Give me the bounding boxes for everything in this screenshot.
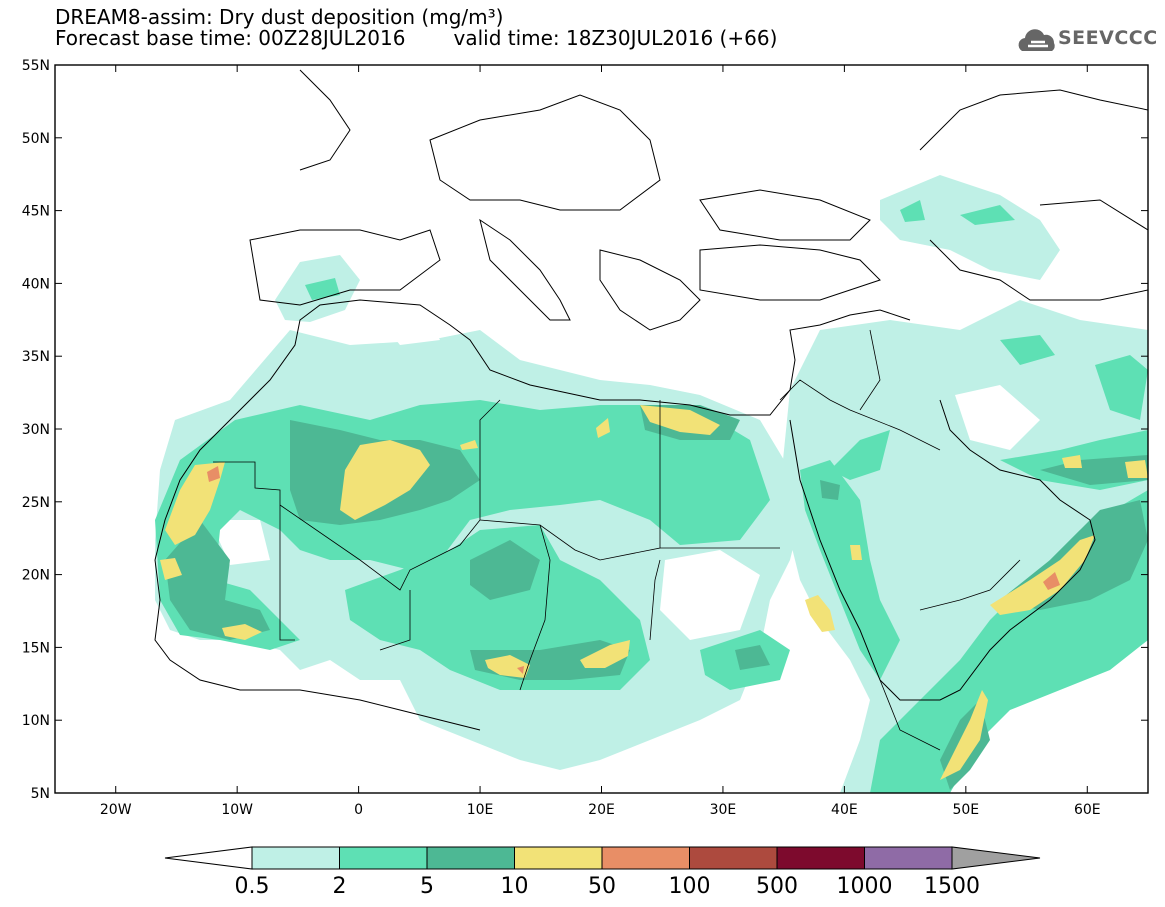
colorbar-label: 10 — [501, 874, 529, 899]
colorbar-box — [514, 846, 603, 870]
map-title: DREAM8-assim: Dry dust deposition (mg/m³… — [55, 5, 504, 29]
colorbar-box — [601, 846, 690, 870]
level-50-100 — [207, 466, 1060, 674]
colorbar-label: 500 — [756, 874, 798, 899]
dust-deposition-field — [155, 175, 1148, 793]
lat-label: 40N — [22, 276, 50, 292]
base-time: Forecast base time: 00Z28JUL2016 — [55, 26, 406, 50]
valid-time: valid time: 18Z30JUL2016 (+66) — [453, 26, 778, 50]
colorbar-box — [426, 846, 515, 870]
forecast-time-line: Forecast base time: 00Z28JUL2016 valid ti… — [55, 27, 777, 49]
colorbar-under-triangle — [164, 846, 253, 870]
coastlines — [154, 69, 1148, 731]
level-10-50 — [160, 405, 1148, 780]
lat-label: 15N — [22, 640, 50, 656]
colorbar-label: 2 — [333, 874, 347, 899]
lon-label: 30E — [710, 802, 737, 818]
longitude-axis: 20W 10W 0 10E 20E 30E 40E 50E 60E — [100, 65, 1101, 818]
lon-label: 20W — [100, 802, 132, 818]
lon-label: 60E — [1074, 802, 1101, 818]
lat-label: 35N — [22, 349, 50, 365]
latitude-axis: 55N 50N 45N 40N 35N 30N 25N 20N 15N 10N 5N — [22, 58, 1148, 802]
colorbar-label: 1500 — [924, 874, 980, 899]
colorbar-box — [251, 846, 340, 870]
colorbar-label: 100 — [669, 874, 711, 899]
lon-label: 10E — [467, 802, 494, 818]
lat-label: 30N — [22, 422, 50, 438]
colorbar-over-triangle — [951, 846, 1041, 870]
lat-label: 25N — [22, 495, 50, 511]
lon-label: 20E — [588, 802, 615, 818]
lat-label: 55N — [22, 58, 50, 74]
dust-map: 55N 50N 45N 40N 35N 30N 25N 20N 15N 10N 5N 20W 10W 0… — [22, 58, 1149, 818]
colorbar-label: 0.5 — [235, 874, 270, 899]
colorbar-box — [689, 846, 778, 870]
country-borders — [213, 329, 1021, 751]
lon-label: 50E — [952, 802, 979, 818]
cloud-icon — [1018, 29, 1055, 51]
lon-label: 40E — [831, 802, 858, 818]
logo-text: SEEVCCC — [1058, 27, 1158, 49]
colorbar-label: 50 — [588, 874, 616, 899]
level-5-10 — [165, 405, 1148, 790]
colorbar-box — [864, 846, 953, 870]
lon-label: 10W — [221, 802, 253, 818]
colorbar-box — [339, 846, 428, 870]
lat-label: 20N — [22, 568, 50, 584]
colorbar-box — [776, 846, 865, 870]
lat-label: 45N — [22, 204, 50, 220]
colorbar-label: 5 — [420, 874, 434, 899]
lat-label: 5N — [31, 786, 50, 802]
colorbar-label: 1000 — [837, 874, 893, 899]
lat-label: 10N — [22, 713, 50, 729]
lon-label: 0 — [354, 802, 363, 818]
lat-label: 50N — [22, 131, 50, 147]
